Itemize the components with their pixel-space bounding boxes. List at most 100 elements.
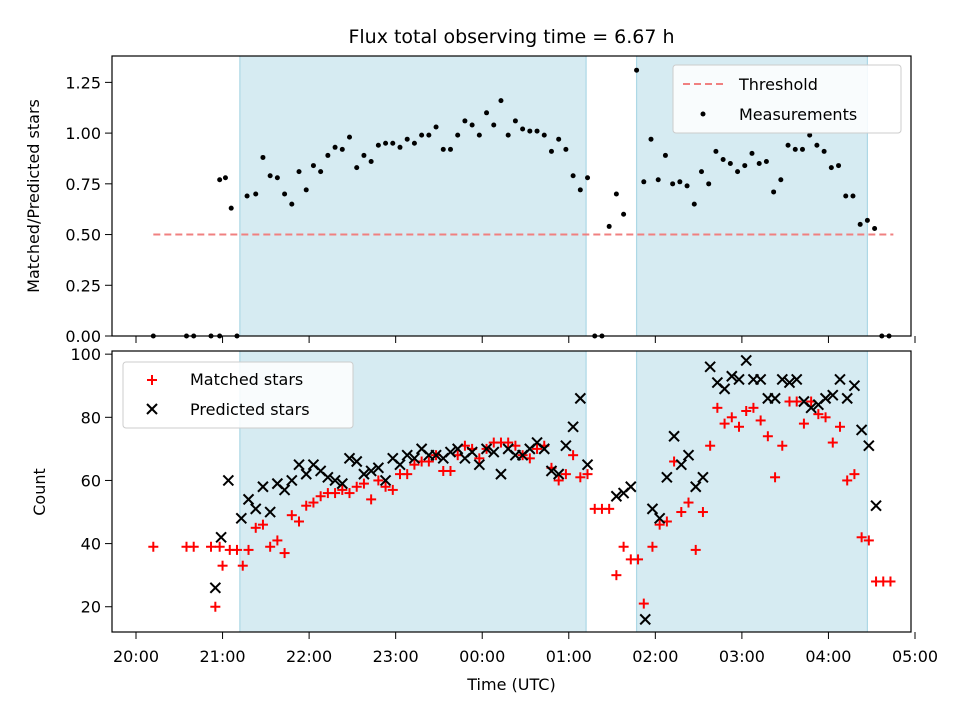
matched-star-point (503, 437, 514, 448)
measurement-point (534, 128, 540, 134)
matched-star-point (257, 519, 268, 530)
predicted-star-point (776, 373, 788, 386)
measurement-point (512, 118, 518, 124)
predicted-marker-b (646, 503, 659, 515)
matched-star-point (777, 440, 788, 451)
matched-star-point (748, 402, 759, 413)
predicted-marker-b (322, 471, 334, 483)
matched-star-point (676, 507, 687, 518)
count-points (148, 354, 896, 626)
x-tick-label: 01:00 (546, 647, 592, 666)
matched-star-point (217, 560, 228, 571)
predicted-star-point (560, 440, 572, 452)
chart-title: Flux total observing time = 6.67 h (348, 26, 674, 48)
measurement-point (713, 148, 719, 154)
matched-star-point (402, 469, 413, 480)
matched-star-point (294, 516, 305, 527)
measurement-point (563, 146, 569, 152)
predicted-star-point (242, 493, 255, 506)
predicted-star-point (855, 424, 868, 436)
measurement-point (397, 144, 403, 150)
predicted-marker-b (827, 389, 839, 401)
matched-star-point (791, 396, 802, 407)
measurement-point (541, 132, 547, 138)
predicted-star-point (567, 421, 579, 433)
measurement-point (222, 175, 228, 181)
measurement-point (274, 175, 280, 181)
predicted-marker-b (531, 436, 543, 449)
predicted-marker-b (329, 474, 341, 487)
measurement-point (577, 187, 583, 193)
predicted-star-point (625, 481, 637, 493)
matched-star-point (279, 548, 290, 559)
matched-star-point (734, 421, 745, 432)
matched-star-point (697, 507, 708, 518)
predicted-marker-b (209, 582, 222, 594)
predicted-star-point (250, 503, 262, 515)
measurement-point (289, 201, 295, 207)
measurement-point (282, 191, 288, 197)
predicted-marker-b (300, 468, 312, 480)
matched-star-point (633, 554, 644, 565)
measurement-point (325, 152, 331, 158)
measurement-point (462, 118, 468, 124)
predicted-star-point (365, 465, 377, 477)
matched-star-point (148, 541, 159, 552)
measurement-point (318, 169, 324, 175)
y-tick-label: 1.25 (65, 73, 101, 92)
measurement-point (691, 201, 697, 207)
measurement-point (469, 122, 475, 128)
top-x-axis-ticks (135, 336, 916, 343)
legend-matched-swatch (147, 375, 157, 385)
measurement-point (383, 140, 389, 146)
measurement-point (634, 67, 640, 73)
predicted-star-point (783, 376, 796, 389)
predicted-star-point (430, 449, 442, 461)
matched-star-point (798, 418, 809, 429)
predicted-marker-b (819, 392, 832, 405)
y-tick-label: 0.50 (65, 226, 101, 245)
measurement-point (447, 146, 453, 152)
matched-star-point (243, 544, 254, 555)
matched-star-point (308, 497, 319, 508)
predicted-marker-b (863, 440, 875, 452)
matched-star-point (344, 488, 355, 499)
predicted-star-point (834, 373, 846, 386)
predicted-marker-b (286, 474, 298, 487)
predicted-marker-b (690, 481, 702, 493)
x-tick-label: 23:00 (373, 647, 419, 666)
predicted-star-point (581, 458, 594, 471)
predicted-marker-b (740, 354, 752, 367)
legend-matched-label: Matched stars (190, 370, 303, 389)
measurement-point (684, 183, 690, 189)
measurement-point (433, 124, 439, 130)
measurement-point (872, 225, 878, 231)
bottom-panel: 20 40 60 80 100 20:00 21:00 22:00 23:00 00:00 01:… (30, 345, 938, 694)
measurement-point (505, 132, 511, 138)
measurement-point (749, 150, 755, 156)
predicted-star-point (401, 449, 413, 461)
predicted-marker-b (798, 395, 810, 408)
measurement-point (720, 156, 726, 162)
measurement-point (641, 179, 647, 185)
measurement-point (677, 179, 683, 185)
matched-star-point (351, 481, 362, 492)
bottom-legend-frame (122, 361, 354, 429)
predicted-star-point (329, 474, 341, 487)
predicted-star-point (451, 443, 464, 455)
matched-star-point (611, 570, 622, 581)
matched-star-point (820, 412, 831, 423)
measurement-point (648, 136, 654, 142)
y-tick-label: 80 (81, 408, 101, 427)
matched-star-point (604, 503, 615, 514)
measurement-point (771, 189, 777, 195)
matched-star-point (618, 541, 629, 552)
predicted-marker-b (855, 424, 868, 436)
predicted-star-point (473, 458, 486, 471)
predicted-star-point (293, 458, 305, 471)
predicted-marker-b (495, 468, 507, 480)
predicted-star-point (358, 468, 370, 480)
measurement-point (217, 177, 223, 183)
matched-star-point (568, 450, 579, 461)
measurement-point (621, 211, 627, 217)
